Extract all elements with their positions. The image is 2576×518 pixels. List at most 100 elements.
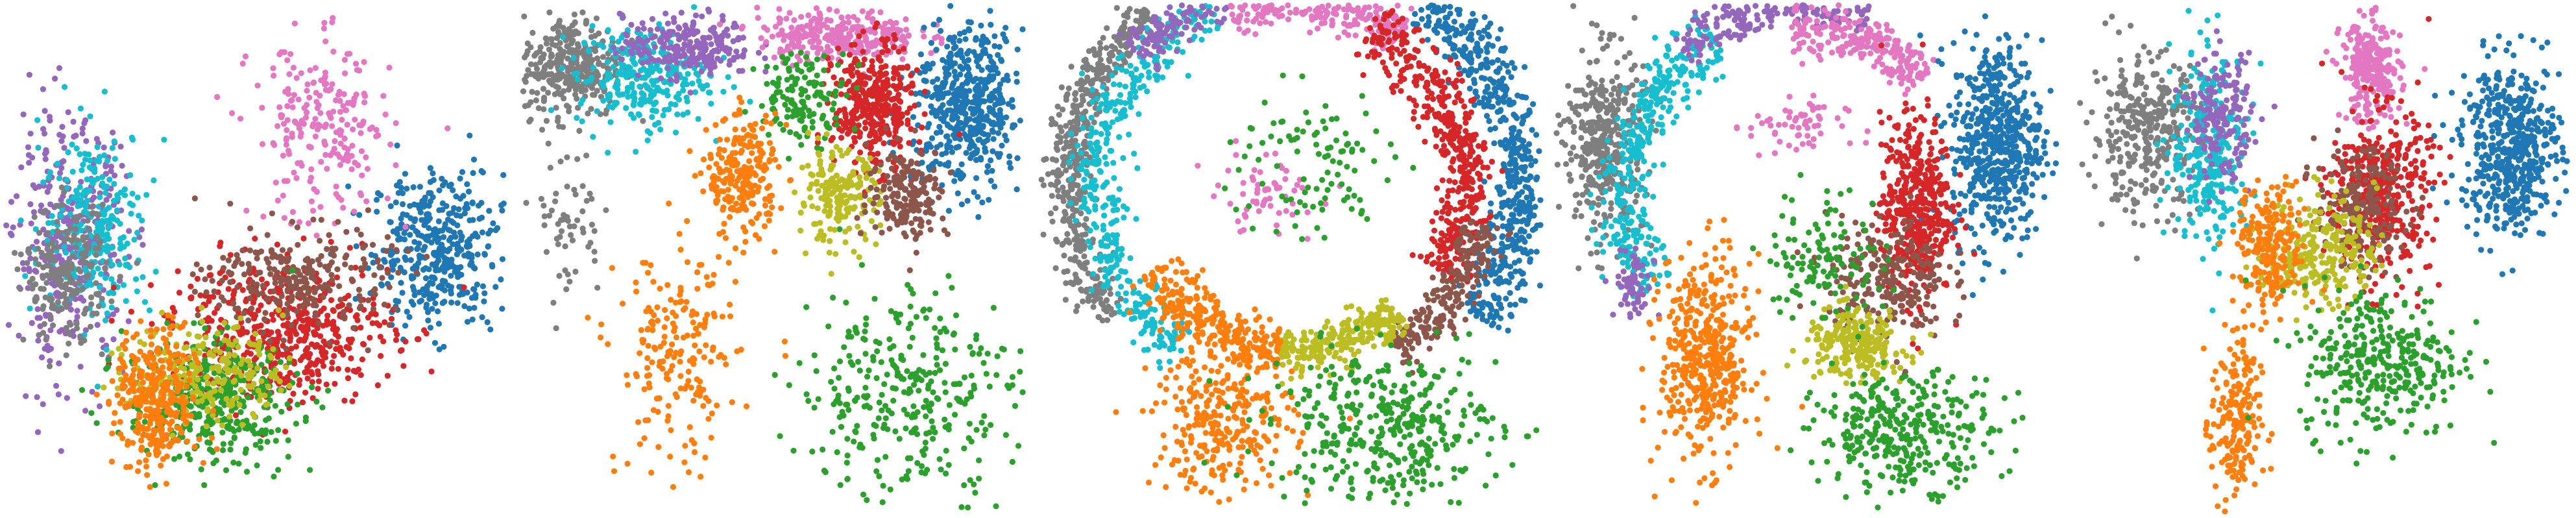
scatter-point bbox=[335, 92, 342, 98]
scatter-point bbox=[938, 142, 944, 148]
scatter-point bbox=[330, 326, 336, 332]
scatter-point bbox=[959, 82, 966, 88]
scatter-point bbox=[341, 135, 348, 142]
scatter-point bbox=[485, 243, 491, 250]
scatter-point bbox=[70, 118, 77, 125]
scatter-point bbox=[1000, 31, 1006, 38]
scatter-point bbox=[146, 307, 153, 314]
scatter-point bbox=[562, 267, 568, 274]
scatter-point bbox=[840, 19, 847, 26]
scatter-point bbox=[344, 51, 351, 57]
scatter-point bbox=[86, 225, 92, 232]
scatter-point bbox=[208, 389, 214, 396]
scatter-point bbox=[589, 195, 595, 202]
scatter-point bbox=[905, 32, 912, 39]
scatter-point bbox=[42, 294, 49, 301]
scatter-point bbox=[954, 51, 961, 58]
scatter-point bbox=[541, 66, 548, 73]
scatter-point bbox=[289, 267, 296, 274]
scatter-point bbox=[94, 383, 101, 390]
scatter-point bbox=[987, 8, 993, 14]
scatter-point bbox=[636, 49, 642, 56]
scatter-point bbox=[255, 249, 261, 256]
scatter-point bbox=[74, 237, 80, 243]
scatter-point bbox=[87, 113, 93, 119]
scatter-point bbox=[943, 133, 950, 140]
scatter-point bbox=[816, 10, 823, 16]
scatter-point bbox=[354, 227, 360, 233]
scatter-point bbox=[560, 25, 566, 31]
scatter-point bbox=[373, 133, 380, 140]
scatter-point bbox=[928, 50, 934, 56]
scatter-point bbox=[231, 352, 238, 358]
scatter-point bbox=[106, 177, 113, 183]
scatter-point bbox=[957, 71, 964, 78]
scatter-point bbox=[416, 289, 422, 295]
scatter-point bbox=[450, 187, 456, 193]
scatter-point bbox=[175, 358, 182, 365]
scatter-point bbox=[605, 92, 611, 99]
scatter-point bbox=[25, 285, 31, 291]
scatter-point bbox=[93, 252, 99, 258]
scatter-point bbox=[699, 13, 705, 19]
scatter-point bbox=[345, 375, 352, 382]
scatter-point bbox=[252, 430, 258, 437]
scatter-point bbox=[525, 67, 531, 73]
scatter-point bbox=[43, 336, 49, 343]
scatter-point bbox=[590, 64, 596, 71]
scatter-point bbox=[716, 42, 723, 49]
scatter-point bbox=[625, 40, 632, 47]
scatter-point bbox=[546, 71, 553, 78]
scatter-point bbox=[226, 351, 232, 358]
scatter-point bbox=[227, 201, 234, 207]
scatter-point bbox=[558, 47, 565, 54]
scatter-point bbox=[19, 260, 26, 266]
scatter-point bbox=[339, 116, 345, 123]
scatter-point bbox=[276, 287, 284, 294]
scatter-point bbox=[105, 357, 112, 364]
scatter-point bbox=[108, 304, 115, 311]
scatter-point bbox=[304, 375, 311, 382]
scatter-point bbox=[186, 425, 193, 432]
scatter-point bbox=[272, 360, 278, 367]
scatter-point bbox=[188, 283, 194, 290]
scatter-point bbox=[682, 22, 688, 29]
scatter-point bbox=[619, 45, 626, 52]
scatter-point bbox=[154, 326, 160, 333]
scatter-point bbox=[555, 114, 561, 121]
scatter-point bbox=[1012, 122, 1018, 129]
scatter-point bbox=[985, 132, 991, 138]
scatter-point bbox=[359, 272, 366, 278]
scatter-point bbox=[148, 341, 155, 348]
scatter-point bbox=[565, 86, 572, 93]
scatter-point bbox=[415, 232, 422, 238]
scatter-point bbox=[143, 463, 150, 470]
scatter-point bbox=[178, 429, 185, 436]
scatter-point bbox=[988, 58, 995, 64]
scatter-point bbox=[346, 245, 354, 251]
scatter-point bbox=[692, 12, 699, 19]
scatter-point bbox=[991, 33, 998, 40]
scatter-point bbox=[252, 330, 259, 337]
scatter-point bbox=[457, 264, 464, 271]
scatter-point bbox=[192, 370, 199, 376]
scatter-point bbox=[77, 333, 84, 339]
scatter-point bbox=[171, 373, 178, 379]
scatter-point bbox=[520, 88, 527, 95]
scatter-point bbox=[286, 282, 293, 288]
scatter-point bbox=[174, 425, 180, 431]
scatter-point bbox=[959, 66, 966, 72]
scatter-point bbox=[315, 378, 322, 385]
cluster-purple bbox=[610, 6, 769, 96]
scatter-point bbox=[315, 357, 321, 364]
scatter-point bbox=[36, 230, 43, 236]
scatter-point bbox=[283, 345, 289, 352]
scatter-point bbox=[55, 391, 62, 398]
scatter-point bbox=[370, 306, 377, 312]
scatter-point bbox=[474, 234, 481, 240]
scatter-point bbox=[323, 80, 330, 87]
scatter-point bbox=[115, 365, 122, 372]
scatter-point bbox=[274, 241, 280, 248]
scatter-point bbox=[648, 64, 654, 70]
scatter-point bbox=[131, 236, 138, 243]
